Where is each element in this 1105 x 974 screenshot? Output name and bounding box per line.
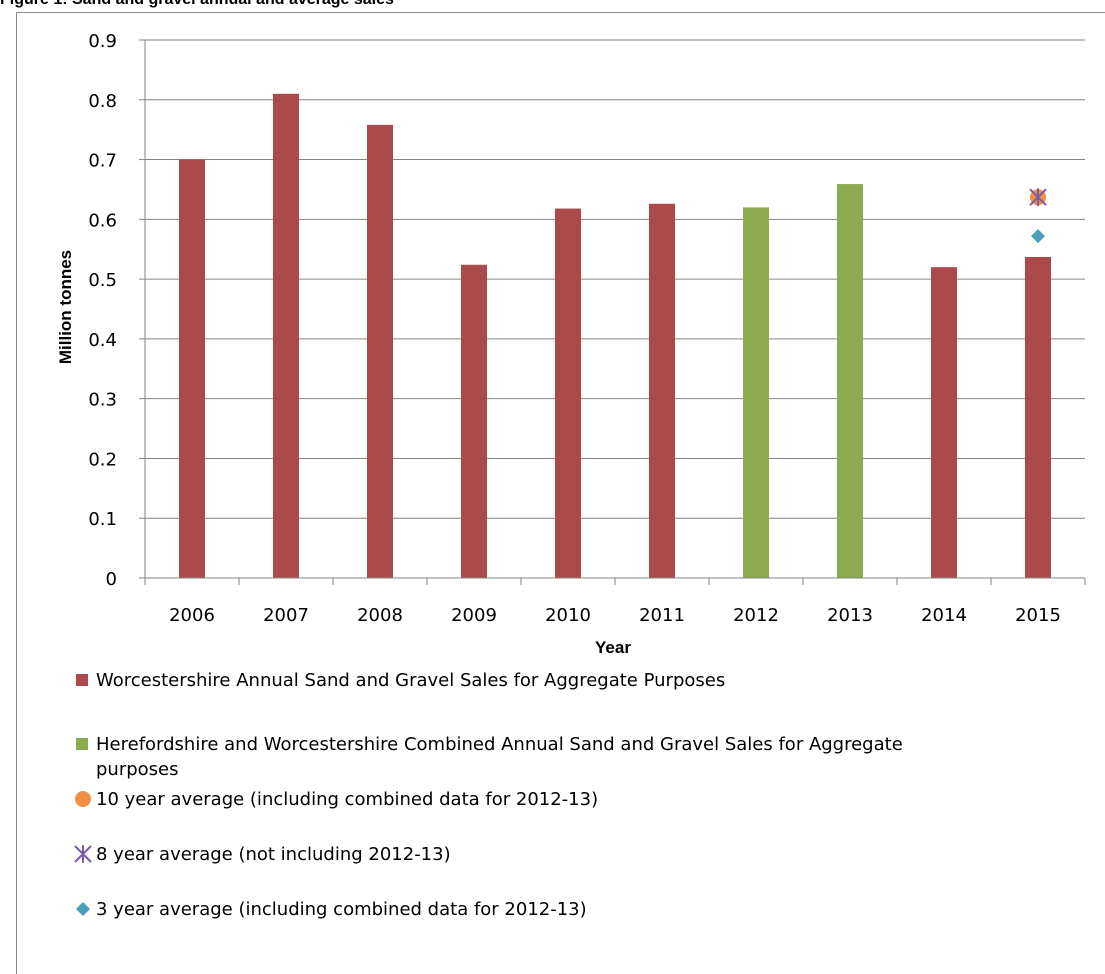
y-tick-label: 0.1 (88, 509, 117, 530)
legend-label: Worcestershire Annual Sand and Gravel Sa… (96, 670, 725, 691)
x-tick-label: 2008 (357, 605, 403, 626)
legend-label: purposes (96, 759, 179, 780)
bar-worcestershire-2009 (461, 264, 487, 578)
legend-item: 8 year average (not including 2012-13) (74, 844, 451, 865)
legend-item: Herefordshire and Worcestershire Combine… (76, 734, 903, 780)
legend-swatch-worcestershire (76, 674, 88, 686)
y-tick-label: 0.3 (88, 390, 117, 411)
bar-worcestershire-2010 (555, 208, 581, 578)
x-tick-label: 2010 (545, 605, 591, 626)
y-tick-label: 0.5 (88, 270, 117, 291)
legend-item: Worcestershire Annual Sand and Gravel Sa… (76, 670, 725, 691)
legend-symbol-diamond (76, 902, 90, 916)
y-tick-label: 0.9 (88, 31, 117, 52)
legend-label: 3 year average (including combined data … (96, 899, 587, 920)
legend-item: 3 year average (including combined data … (76, 899, 587, 920)
x-tick-label: 2015 (1015, 605, 1061, 626)
chart-frame (16, 12, 1105, 974)
legend-swatch-combined (76, 738, 88, 750)
legend: Worcestershire Annual Sand and Gravel Sa… (74, 670, 903, 920)
y-tick-label: 0.8 (88, 91, 117, 112)
legend-label: 10 year average (including combined data… (96, 789, 598, 810)
x-tick-label: 2011 (639, 605, 685, 626)
x-tick-label: 2006 (169, 605, 215, 626)
y-tick-label: 0.2 (88, 449, 117, 470)
y-tick-label: 0.6 (88, 210, 117, 231)
axes: 0 0.1 0.2 0.3 0.4 0.5 0.6 0.7 0.8 0.9 2006 2007 2008… (88, 31, 1086, 626)
y-tick-label: 0 (106, 569, 117, 590)
bar-combined-2012 (743, 207, 769, 578)
bar-worcestershire-2014 (931, 267, 957, 578)
legend-symbol-circle (75, 791, 91, 807)
y-tick-label: 0.4 (88, 330, 117, 351)
x-tick-label: 2007 (263, 605, 309, 626)
bar-worcestershire-2008 (367, 124, 393, 578)
x-tick-label: 2013 (827, 605, 873, 626)
bar-worcestershire-2011 (649, 203, 675, 578)
bar-worcestershire-2007 (273, 93, 299, 579)
bar-worcestershire-2006 (179, 159, 205, 579)
x-tick-label: 2009 (451, 605, 497, 626)
bars (179, 93, 1051, 579)
bar-combined-2013 (837, 184, 863, 578)
x-tick-label: 2012 (733, 605, 779, 626)
y-axis-title: Million tonnes (56, 250, 75, 364)
average-markers (1029, 188, 1047, 244)
x-axis-title: Year (595, 638, 631, 657)
bar-worcestershire-2015 (1025, 256, 1051, 578)
x-tick-label: 2014 (921, 605, 967, 626)
legend-label: Herefordshire and Worcestershire Combine… (96, 734, 903, 755)
figure-title: Figure 1: Sand and gravel annual and ave… (0, 0, 394, 9)
marker-asterisk-2015 (1029, 188, 1047, 207)
legend-symbol-asterisk (74, 845, 92, 863)
y-tick-label: 0.7 (88, 151, 117, 172)
gridlines (145, 39, 1085, 519)
legend-item: 10 year average (including combined data… (75, 789, 598, 810)
legend-label: 8 year average (not including 2012-13) (96, 844, 451, 865)
marker-diamond-2015 (1031, 229, 1045, 244)
